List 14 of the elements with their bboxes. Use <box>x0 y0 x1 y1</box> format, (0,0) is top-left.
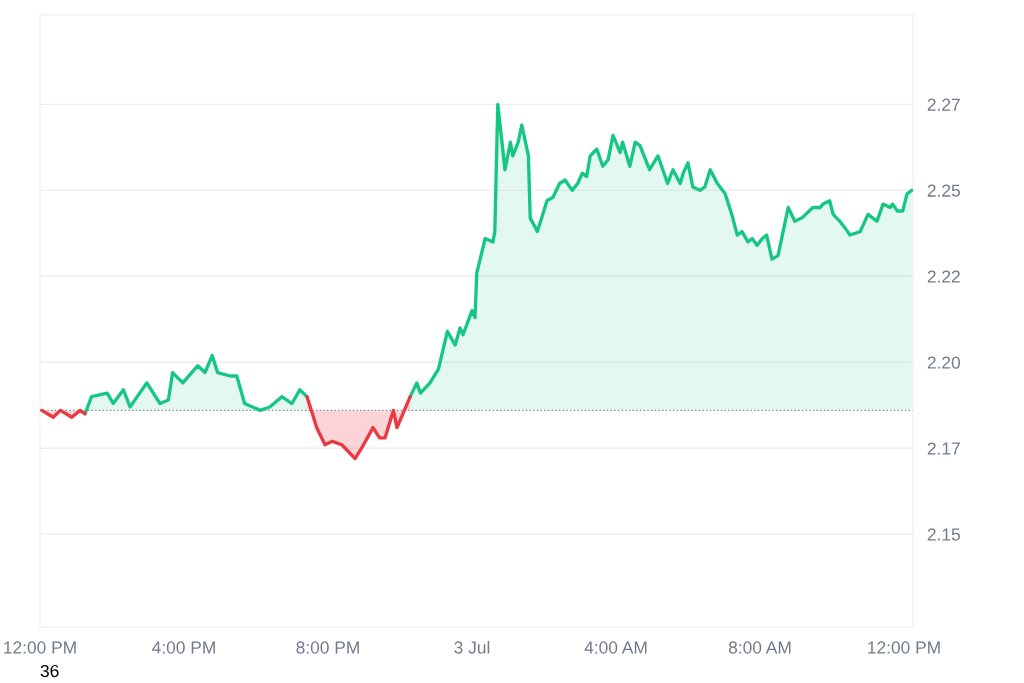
x-tick-label: 3 Jul <box>454 640 490 654</box>
y-tick-label: 2.17 <box>927 442 960 455</box>
y-tick-label: 2.25 <box>927 184 960 197</box>
y-tick-label: 2.27 <box>927 98 960 111</box>
x-tick-label: 4:00 PM <box>152 641 215 654</box>
x-tick-label: 8:00 PM <box>296 641 359 654</box>
y-tick-label: 2.20 <box>927 356 960 369</box>
x-tick-label: 12:00 PM <box>868 641 940 654</box>
x-tick-label: 4:00 AM <box>584 641 647 654</box>
text: 36 <box>40 664 59 678</box>
x-tick-label: 8:00 AM <box>728 641 791 654</box>
x-tick-label: 12:00 PM <box>4 641 76 654</box>
y-tick-label: 2.22 <box>927 270 960 283</box>
y-tick-label: 2.15 <box>927 528 960 541</box>
